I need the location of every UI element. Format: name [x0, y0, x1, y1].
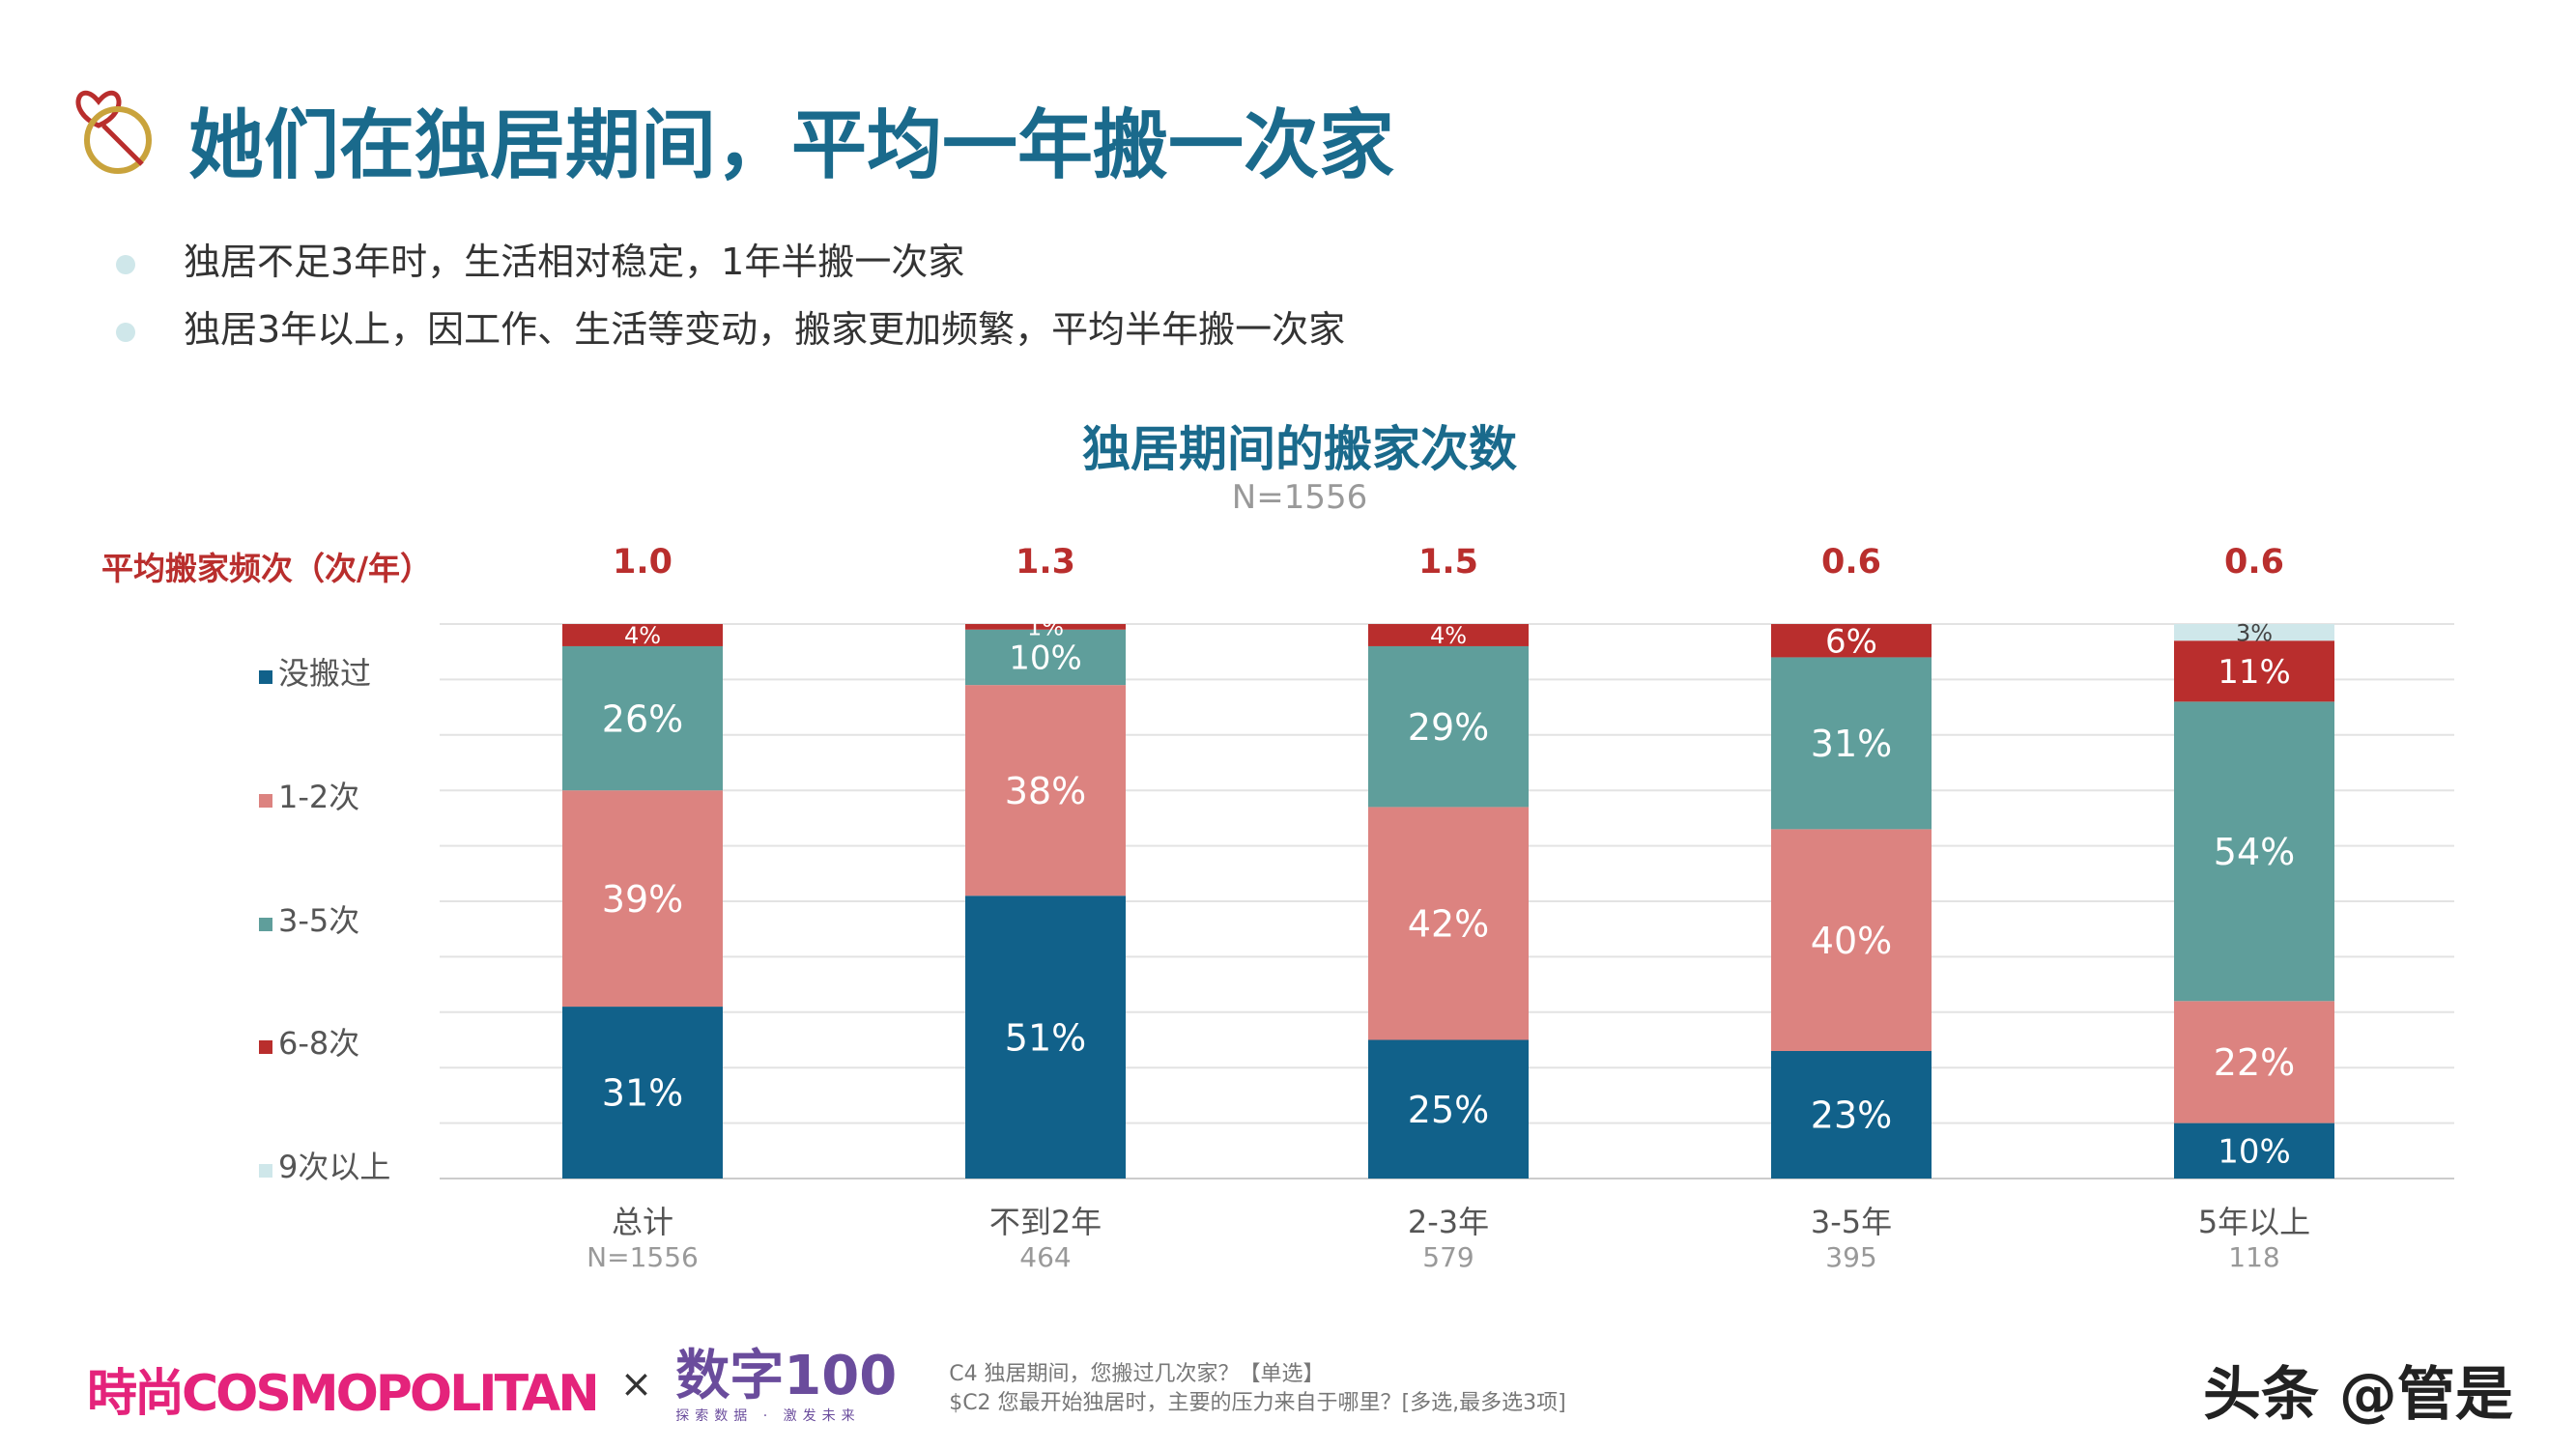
- avg-frequency-value: 0.6: [2223, 543, 2284, 582]
- chart-subtitle: N=1556: [1231, 478, 1368, 517]
- bar-segment: [965, 629, 1126, 686]
- shuzi100-logo-group: 数字100 探索数据 · 激发未来: [675, 1348, 897, 1425]
- x-tick-n: N=1556: [587, 1241, 699, 1273]
- data-label: 4%: [1430, 622, 1467, 649]
- data-label: 54%: [2214, 831, 2295, 873]
- x-tick-label: 不到2年: [988, 1204, 1102, 1240]
- avg-frequency-value: 1.0: [612, 543, 673, 582]
- bar-segment: [562, 624, 723, 646]
- data-label: 31%: [1811, 723, 1892, 765]
- bar-segment: [1771, 1050, 1932, 1179]
- legend-item: 没搬过: [259, 649, 371, 694]
- avg-frequency-label: 平均搬家频次（次/年）: [101, 550, 433, 587]
- x-tick-label: 3-5年: [1810, 1204, 1893, 1240]
- data-label: 1%: [1027, 614, 1064, 641]
- bar-segment: [562, 645, 723, 791]
- shuzi100-logo: 数字100: [675, 1345, 898, 1407]
- chart-title: 独居期间的搬家次数: [1082, 420, 1517, 477]
- bar-segment: [1368, 624, 1529, 646]
- bar-segment: [1771, 657, 1932, 830]
- legend-item: 3-5次: [259, 896, 359, 941]
- page-title: 她们在独居期间，平均一年搬一次家: [188, 101, 1395, 189]
- bar-segment: [2174, 701, 2334, 1002]
- data-label: 10%: [2218, 1133, 2291, 1172]
- legend-item: 9次以上: [259, 1143, 390, 1187]
- data-label: 4%: [624, 622, 661, 649]
- legend-item: 6-8次: [259, 1019, 359, 1064]
- data-label: 11%: [2218, 653, 2291, 692]
- data-label: 31%: [602, 1072, 683, 1115]
- bullet-2: 独居3年以上，因工作、生活等变动，搬家更加频繁，平均半年搬一次家: [116, 299, 1345, 353]
- bar-segment: [2174, 640, 2334, 702]
- data-label: 23%: [1811, 1094, 1892, 1137]
- bar-segment: [965, 624, 1126, 630]
- footnote: C4 独居期间，您搬过几次家？【单选】 $C2 您最开始独居时，主要的压力来自于哪…: [949, 1362, 1566, 1415]
- data-label: 3%: [2236, 619, 2273, 646]
- data-label: 10%: [1009, 639, 1082, 678]
- bar-segment: [1771, 829, 1932, 1051]
- data-label: 22%: [2214, 1041, 2295, 1084]
- bar-segment: [965, 895, 1126, 1179]
- data-label: 29%: [1408, 706, 1489, 749]
- x-tick-n: 118: [2228, 1241, 2280, 1273]
- x-tick-n: 464: [1019, 1241, 1072, 1273]
- bar-segment: [1368, 807, 1529, 1040]
- x-tick-label: 总计: [611, 1204, 673, 1240]
- bar-segment: [562, 790, 723, 1008]
- bar-segment: [1368, 645, 1529, 808]
- data-label: 26%: [602, 697, 683, 740]
- bar-segment: [2174, 1122, 2334, 1179]
- x-tick-label: 2-3年: [1407, 1204, 1490, 1240]
- data-label: 40%: [1811, 920, 1892, 962]
- x-tick-n: 395: [1825, 1241, 1877, 1273]
- bar-segment: [1368, 1039, 1529, 1179]
- collab-x: ×: [619, 1362, 653, 1406]
- avg-frequency-value: 1.3: [1015, 543, 1075, 582]
- bar-segment: [2174, 624, 2334, 641]
- data-label: 25%: [1408, 1089, 1489, 1131]
- bar-segment: [965, 685, 1126, 896]
- bar-segment: [562, 1007, 723, 1179]
- bullet-1: 独居不足3年时，生活相对稳定，1年半搬一次家: [116, 232, 964, 285]
- data-label: 42%: [1408, 903, 1489, 946]
- shuzi100-slogan: 探索数据 · 激发未来: [675, 1408, 861, 1424]
- toutiao-watermark: 头条 @管是: [2203, 1361, 2513, 1429]
- footer-row: 時尚COSMOPOLITAN × 数字100 探索数据 · 激发未来 C4 独居…: [87, 1348, 1566, 1425]
- bar-segment: [1771, 624, 1932, 658]
- legend-item: 1-2次: [259, 773, 359, 817]
- data-label: 6%: [1825, 622, 1877, 661]
- avg-frequency-value: 1.5: [1417, 543, 1478, 582]
- data-label: 39%: [602, 878, 683, 921]
- data-label: 51%: [1005, 1016, 1086, 1059]
- key-heart-icon: [70, 72, 161, 179]
- cosmopolitan-logo: 時尚COSMOPOLITAN: [87, 1365, 600, 1423]
- x-tick-label: 5年以上: [2197, 1204, 2311, 1240]
- bar-segment: [2174, 1001, 2334, 1123]
- avg-frequency-value: 0.6: [1820, 543, 1881, 582]
- x-tick-n: 579: [1422, 1241, 1474, 1273]
- data-label: 38%: [1005, 770, 1086, 812]
